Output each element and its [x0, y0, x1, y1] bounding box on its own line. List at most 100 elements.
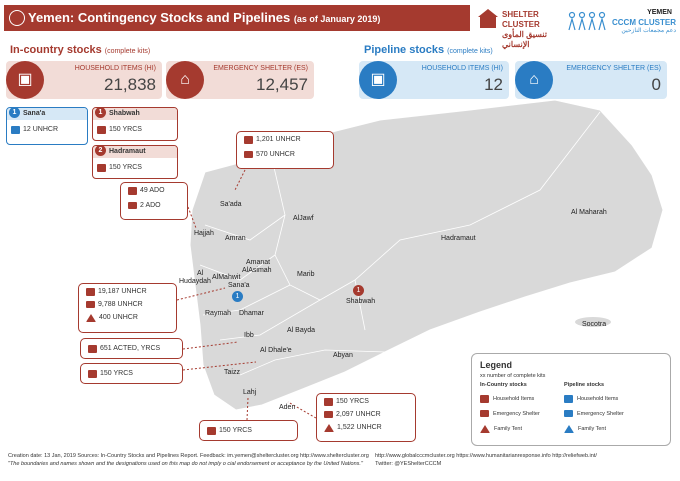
- stat-value: 21,838: [104, 75, 156, 94]
- city-saada: Sa'ada: [220, 201, 242, 208]
- city-hudaydah: Hudaydah: [179, 278, 211, 285]
- legend-label: Emergency Shelter: [577, 410, 624, 417]
- household-items-icon: ▣: [6, 61, 44, 99]
- callout-value: 1,522 UNHCR: [337, 424, 382, 431]
- city-albayda: Al Bayda: [287, 327, 316, 334]
- household-items-icon: [11, 125, 20, 134]
- gov-box-hadramaut: 2 Hadramaut 150 YRCS: [92, 145, 178, 179]
- callout-value: 49 ADO: [140, 187, 165, 194]
- family-tent-icon: [564, 425, 574, 433]
- legend-hi-in: Household Items: [480, 395, 534, 403]
- callout-value: 150 YRCS: [336, 398, 369, 405]
- legend-label: Family Tent: [494, 426, 523, 432]
- city-almaharah: Al Maharah: [571, 209, 607, 216]
- callout-value: 9,788 UNHCR: [98, 301, 143, 308]
- emergency-shelter-icon: ⌂: [166, 61, 204, 99]
- footer-line1-left: Creation date: 13 Jan, 2019 Sources: In-…: [8, 453, 369, 459]
- city-hajjah: Hajjah: [194, 230, 214, 237]
- cccm-cluster-logo: YEMEN CCCM CLUSTER دعم مجمعات النازحين: [566, 8, 678, 34]
- household-items-icon: [324, 397, 333, 406]
- city-amran: Amran: [225, 235, 246, 242]
- footer-line2-left: "The boundaries and names shown and the …: [8, 461, 363, 467]
- legend-label: Household Items: [577, 396, 619, 402]
- gov-value: 150 YRCS: [109, 126, 142, 133]
- map-badge-sanaa: 1: [232, 291, 243, 302]
- family-tent-icon: [324, 423, 334, 432]
- gov-badge: 2: [95, 145, 106, 156]
- in-country-title-text: In-country stocks: [10, 44, 102, 56]
- city-ibb: Ibb: [244, 332, 254, 339]
- callout-value: 400 UNHCR: [99, 314, 138, 321]
- callout-sanaa: 19,187 UNHCR 9,788 UNHCR 400 UNHCR: [78, 283, 177, 333]
- household-items-icon: [88, 369, 97, 378]
- callout-value: 2,097 UNHCR: [336, 411, 381, 418]
- gov-box-header: 2 Hadramaut: [93, 145, 177, 158]
- gov-name: Sana'a: [23, 110, 46, 117]
- household-items-icon: [97, 125, 106, 134]
- callout-value: 1,201 UNHCR: [256, 136, 301, 143]
- shelter-cluster-logo: SHELTER CLUSTER تنسيق المأوى الإنساني: [478, 8, 564, 49]
- gov-value: 150 YRCS: [109, 164, 142, 171]
- city-marib: Marib: [297, 271, 315, 278]
- city-aljawf: AlJawf: [293, 215, 314, 222]
- legend-in-country: In-Country stocks: [480, 382, 527, 388]
- footer-line2: "The boundaries and names shown and the …: [8, 460, 597, 468]
- governorate-boundaries: [199, 111, 601, 376]
- callout-value: 570 UNHCR: [256, 151, 295, 158]
- emergency-shelter-icon: [564, 410, 573, 417]
- socotra-island: [575, 317, 611, 327]
- in-country-hi-stat: ▣ HOUSEHOLD ITEMS (HI) 21,838: [6, 61, 162, 99]
- legend: Legend xx number of complete kits In-Cou…: [471, 353, 671, 446]
- callout-ibb: 651 ACTED, YRCS: [80, 338, 183, 359]
- city-socotra: Socotra: [582, 321, 607, 328]
- in-country-title: In-country stocks (complete kits): [10, 44, 150, 56]
- callout-hajjah: 49 ADO 2 ADO: [120, 182, 188, 220]
- city-dhamar: Dhamar: [239, 310, 264, 317]
- pipeline-title: Pipeline stocks (complete kits): [364, 44, 493, 56]
- gov-box-sanaa: 1 Sana'a 12 UNHCR: [6, 107, 88, 145]
- globe-icon: [9, 10, 25, 26]
- legend-label: Family Tent: [578, 426, 607, 432]
- family-tent-icon: [86, 313, 96, 322]
- stat-label: HOUSEHOLD ITEMS (HI): [74, 65, 156, 72]
- household-items-icon: [207, 426, 216, 435]
- city-sanaa: Sana'a: [228, 282, 250, 289]
- cccm-cluster-name: CCCM CLUSTER: [612, 18, 676, 27]
- household-items-icon: [88, 344, 97, 353]
- legend-es-in: Emergency Shelter: [480, 410, 540, 417]
- city-lahj: Lahj: [243, 389, 257, 396]
- gov-box-shabwah: 1 Shabwah 150 YRCS: [92, 107, 178, 141]
- legend-title: Legend: [480, 360, 513, 370]
- legend-es-pipe: Emergency Shelter: [564, 410, 624, 417]
- gov-name: Shabwah: [109, 110, 140, 117]
- city-abyan: Abyan: [333, 352, 353, 359]
- pipeline-title-text: Pipeline stocks: [364, 44, 445, 56]
- emergency-shelter-icon: [244, 151, 253, 158]
- city-shabwah: Shabwah: [346, 298, 376, 305]
- stat-value: 12,457: [256, 75, 308, 94]
- stat-label: EMERGENCY SHELTER (ES): [566, 65, 661, 72]
- shelter-cluster-name: SHELTER CLUSTER: [502, 10, 540, 29]
- household-items-icon: ▣: [359, 61, 397, 99]
- stat-value: 12: [484, 75, 503, 94]
- gov-box-header: 1 Shabwah: [93, 107, 177, 120]
- legend-pipeline: Pipeline stocks: [564, 382, 605, 388]
- city-taizz: Taizz: [224, 369, 240, 376]
- city-raymah: Raymah: [205, 310, 232, 317]
- gov-badge: 1: [9, 107, 20, 118]
- emergency-shelter-icon: [128, 202, 137, 209]
- callout-leaders: [176, 169, 317, 421]
- city-al: Al: [197, 270, 204, 277]
- callout-value: 2 ADO: [140, 202, 161, 209]
- callout-value: 651 ACTED, YRCS: [100, 345, 161, 352]
- household-items-icon: [86, 287, 95, 296]
- gov-value: 12 UNHCR: [23, 126, 59, 133]
- footer: Creation date: 13 Jan, 2019 Sources: In-…: [8, 452, 597, 468]
- legend-tent-in: Family Tent: [480, 425, 522, 433]
- stat-value: 0: [651, 75, 661, 94]
- footer-line2-right: Twitter: @YEShelterCCCM: [375, 461, 442, 467]
- household-items-icon: [97, 163, 106, 172]
- legend-hi-pipe: Household Items: [564, 395, 618, 403]
- gov-name: Hadramaut: [109, 148, 146, 155]
- callout-value: 150 YRCS: [219, 427, 252, 434]
